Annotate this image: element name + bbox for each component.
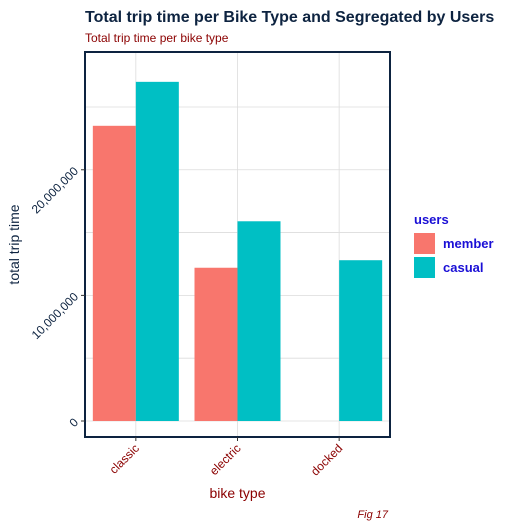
x-axis-ticks: classic electric docked [107, 437, 345, 478]
y-tick-label: 0 [66, 415, 81, 430]
legend-key-member [414, 233, 435, 254]
x-axis-title: bike type [209, 485, 265, 501]
bar-member-electric [194, 267, 238, 421]
legend-key-casual [414, 257, 435, 278]
chart-subtitle: Total trip time per bike type [85, 31, 229, 45]
y-tick-label: 10,000,000 [29, 289, 82, 342]
bar-casual-classic [135, 81, 179, 421]
x-tick-label-electric: electric [207, 441, 244, 478]
x-tick-label-classic: classic [107, 441, 142, 476]
legend-label-casual: casual [443, 260, 483, 275]
legend-label-member: member [443, 236, 494, 251]
bar-casual-docked [339, 260, 383, 421]
bar-casual-electric [237, 221, 281, 421]
bars [92, 81, 383, 422]
y-axis-title: total trip time [6, 204, 22, 284]
y-axis-ticks: 0 10,000,000 20,000,000 [29, 164, 85, 430]
legend: users member casual [414, 212, 494, 278]
x-tick-label-docked: docked [308, 441, 345, 478]
figure-caption: Fig 17 [357, 509, 388, 521]
y-tick-label: 20,000,000 [29, 164, 82, 217]
legend-title: users [414, 212, 449, 227]
bar-member-classic [92, 125, 136, 422]
chart-title: Total trip time per Bike Type and Segreg… [85, 9, 494, 26]
